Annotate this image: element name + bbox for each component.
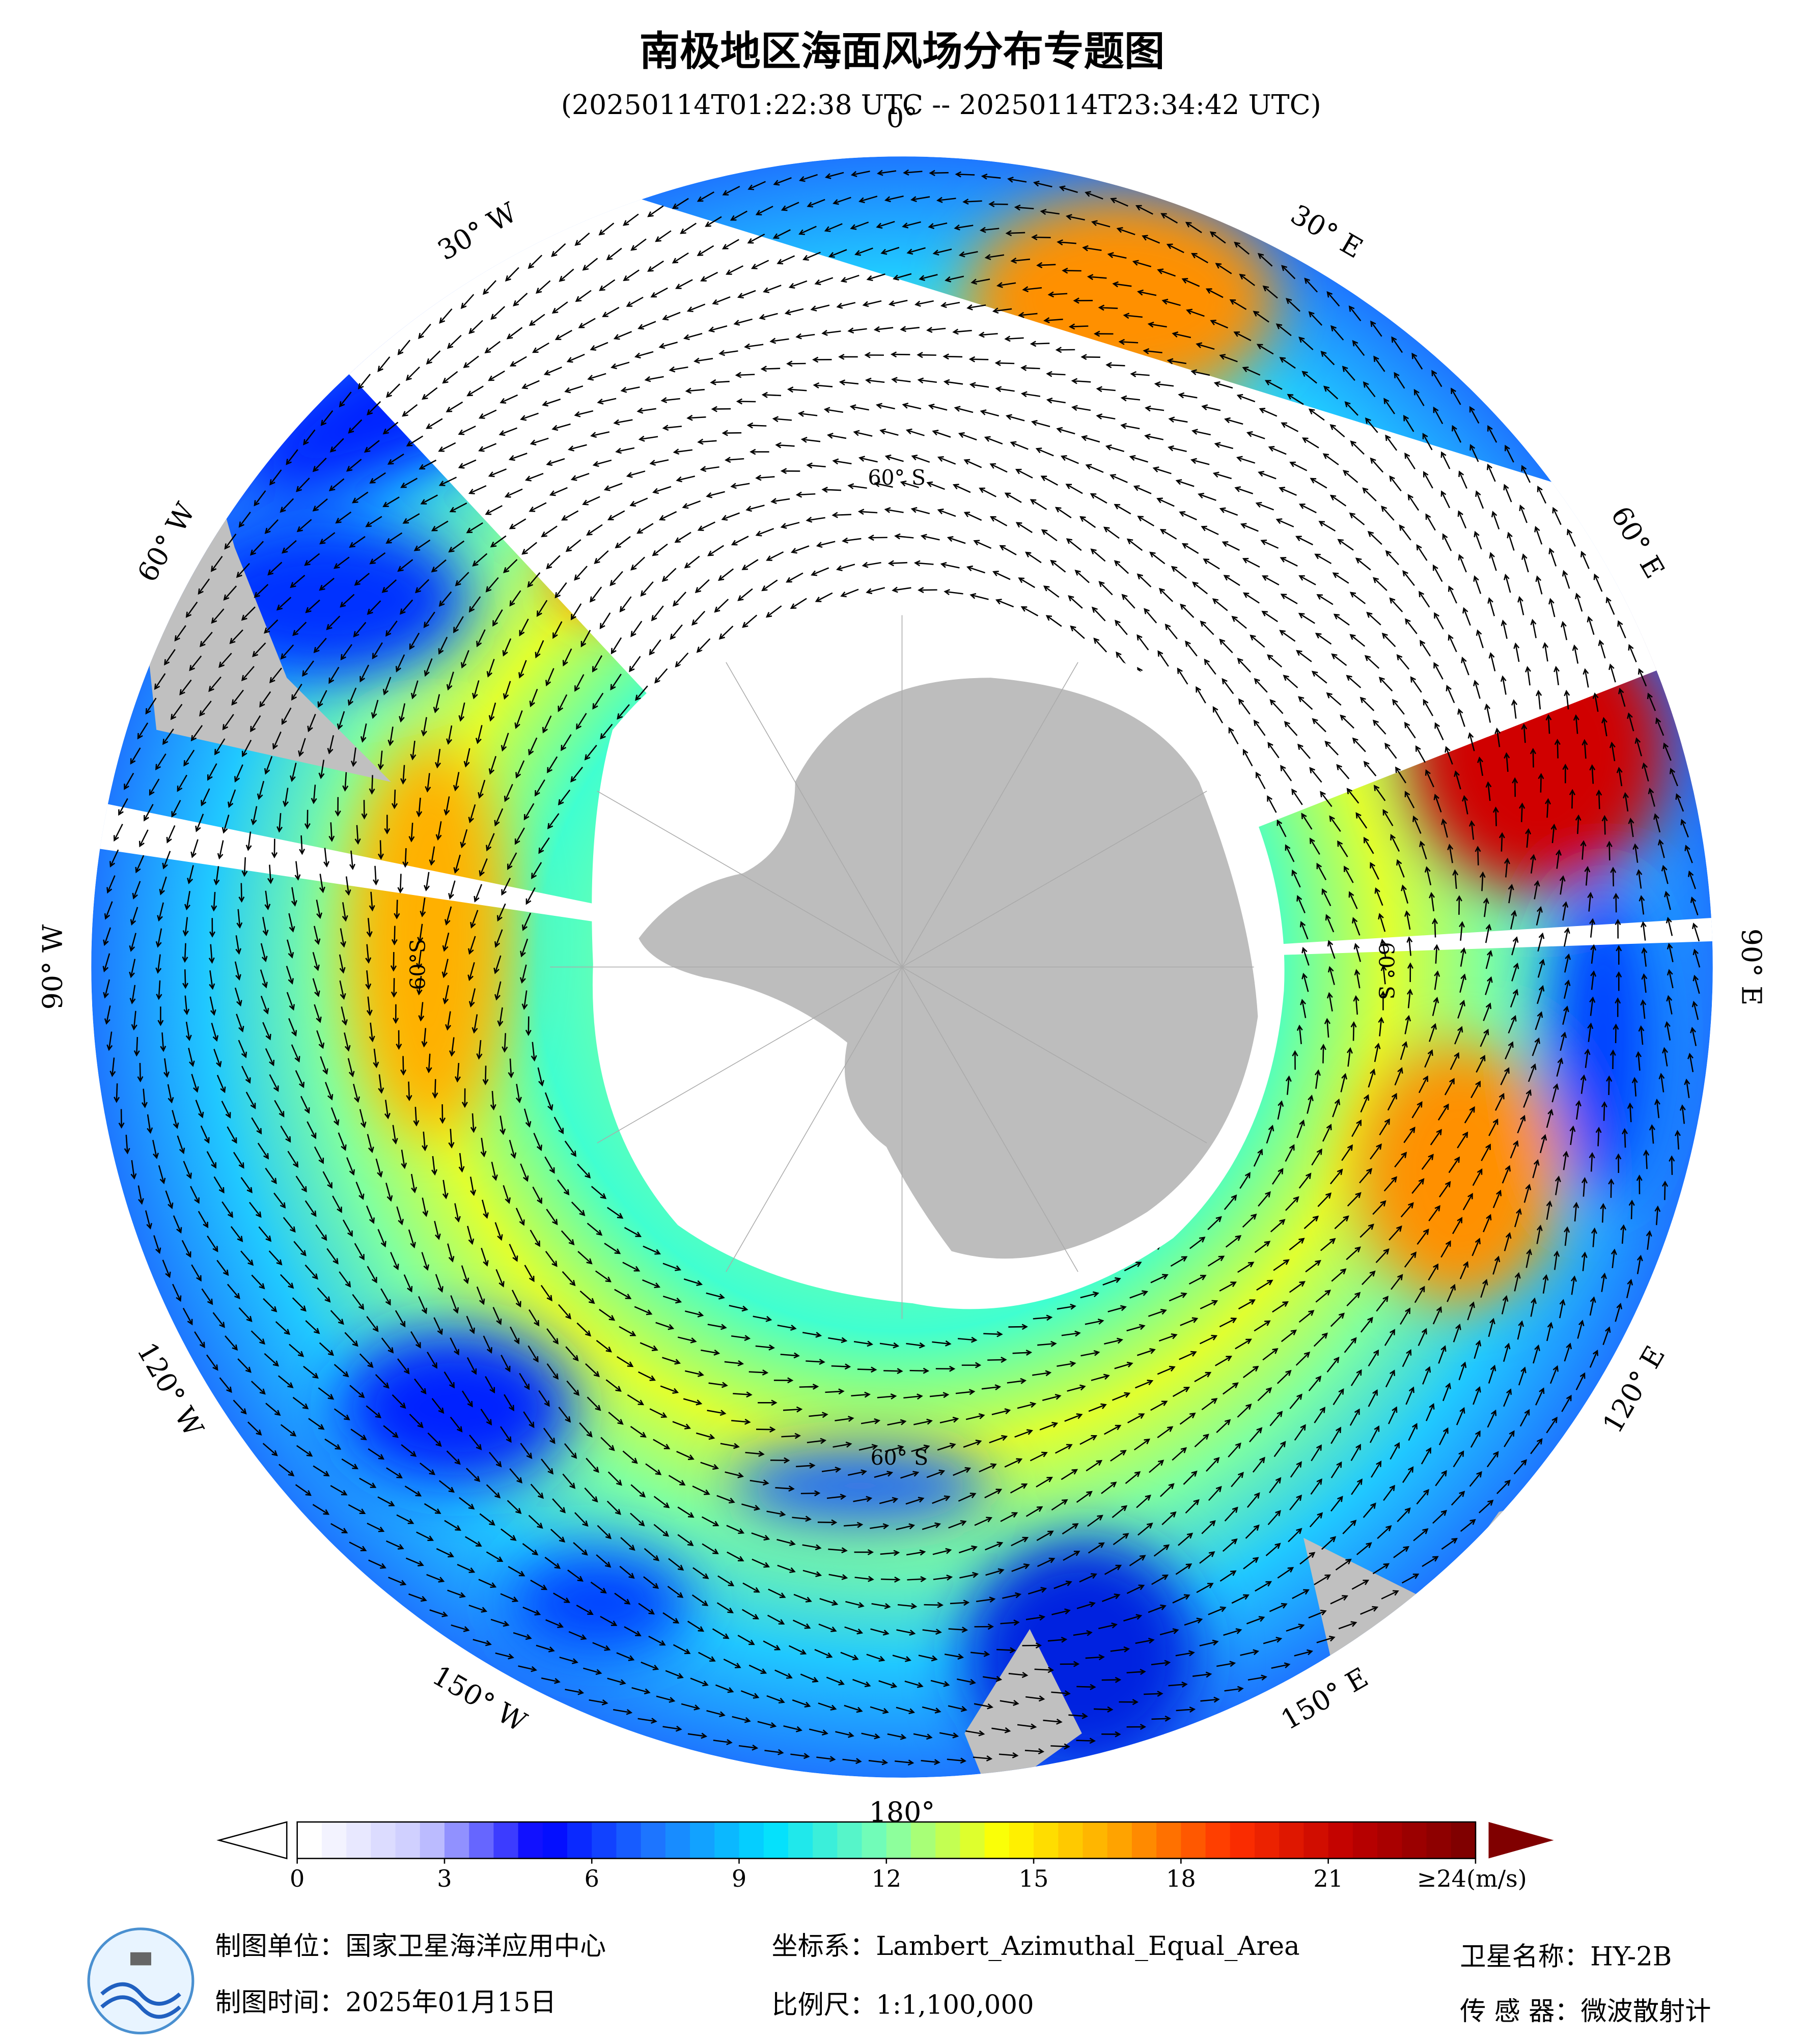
wind-arrows bbox=[102, 169, 1701, 1766]
meridian bbox=[902, 966, 1207, 1143]
colorbar-cell bbox=[1377, 1822, 1403, 1859]
colorbar-cell bbox=[1181, 1822, 1206, 1859]
colorbar-tick-label: 9 bbox=[732, 1865, 746, 1892]
footer-sensor: 传 感 器：微波散射计 bbox=[1460, 1996, 1711, 2027]
colorbar-cell bbox=[641, 1822, 667, 1859]
colorbar-cell bbox=[420, 1822, 446, 1859]
colorbar-cell bbox=[1230, 1822, 1256, 1859]
colorbar-cell bbox=[813, 1822, 838, 1859]
colorbar-cell bbox=[297, 1822, 323, 1859]
longitude-label: 60° W bbox=[131, 497, 202, 587]
colorbar-cell bbox=[1205, 1822, 1231, 1859]
meridian bbox=[597, 791, 902, 968]
colorbar-cell bbox=[518, 1822, 544, 1859]
colorbar-cell bbox=[371, 1822, 396, 1859]
colorbar-cell bbox=[346, 1822, 372, 1859]
colorbar-cell bbox=[469, 1822, 494, 1859]
meridian bbox=[901, 967, 1078, 1272]
colorbar-cell bbox=[788, 1822, 814, 1859]
colorbar-cell bbox=[395, 1822, 421, 1859]
meridian bbox=[726, 967, 903, 1272]
colorbar-cell bbox=[690, 1822, 715, 1859]
colorbar-cell bbox=[935, 1822, 961, 1859]
colorbar-cell bbox=[862, 1822, 887, 1859]
colorbar-cell bbox=[665, 1822, 691, 1859]
longitude-label: 0° bbox=[886, 102, 918, 134]
colorbar-cell bbox=[960, 1822, 985, 1859]
colorbar-tick-label: 18 bbox=[1166, 1865, 1196, 1892]
colorbar-cell bbox=[542, 1822, 568, 1859]
colorbar-tick-label: 12 bbox=[871, 1865, 901, 1892]
colorbar-cell bbox=[1402, 1822, 1427, 1859]
colorbar-tick-label: 0 bbox=[290, 1865, 304, 1892]
colorbar-cell bbox=[444, 1822, 470, 1859]
colorbar-cell bbox=[886, 1822, 912, 1859]
longitude-label: 90° W bbox=[37, 924, 69, 1010]
subtitle: (20250114T01:22:38 UTC -- 20250114T23:34… bbox=[561, 89, 1321, 121]
footer-unit: 制图单位：国家卫星海洋应用中心 bbox=[215, 1931, 606, 1962]
colorbar-tick-label: 3 bbox=[437, 1865, 452, 1892]
longitude-label: 90° E bbox=[1736, 929, 1768, 1006]
latitude-label: 60° S bbox=[871, 1446, 929, 1470]
colorbar-cell bbox=[837, 1822, 863, 1859]
colorbar-cell bbox=[1156, 1822, 1182, 1859]
meridian bbox=[726, 662, 903, 967]
colorbar-tick-label: 15 bbox=[1019, 1865, 1049, 1892]
colorbar-cell bbox=[1303, 1822, 1329, 1859]
antarctica bbox=[639, 678, 1258, 1259]
colorbar-cell bbox=[1131, 1822, 1157, 1859]
footer-scale: 比例尺：1:1,100,000 bbox=[772, 1990, 1034, 2020]
meridian bbox=[901, 662, 1078, 967]
colorbar-cell bbox=[1279, 1822, 1305, 1859]
longitude-label: 30° W bbox=[432, 196, 522, 267]
footer-satellite: 卫星名称：HY-2B bbox=[1460, 1942, 1672, 1972]
colorbar-cell bbox=[1034, 1822, 1059, 1859]
colorbar-cell bbox=[1328, 1822, 1354, 1859]
colorbar-tick-label: ≥24(m/s) bbox=[1417, 1865, 1527, 1892]
latitude-label: 60° S bbox=[1374, 942, 1398, 1000]
logo bbox=[87, 1927, 195, 2035]
colorbar-cell bbox=[911, 1822, 936, 1859]
colorbar-cell bbox=[1451, 1822, 1477, 1859]
latitude-label: 60° S bbox=[868, 466, 926, 490]
colorbar-cell bbox=[1009, 1822, 1035, 1859]
footer-date: 制图时间：2025年01月15日 bbox=[215, 1987, 556, 2018]
title: 南极地区海面风场分布专题图 bbox=[640, 27, 1165, 75]
colorbar-cell bbox=[1426, 1822, 1452, 1859]
colorbar-cell bbox=[714, 1822, 740, 1859]
wind-field bbox=[91, 156, 1713, 1778]
colorbar-tick-label: 6 bbox=[585, 1865, 599, 1892]
colorbar-cell bbox=[567, 1822, 593, 1859]
colorbar-cell bbox=[592, 1822, 617, 1859]
longitude-label: 60° E bbox=[1604, 501, 1671, 584]
colorbar-cell bbox=[1352, 1822, 1378, 1859]
colorbar-cell bbox=[984, 1822, 1010, 1859]
colorbar-tick-label: 21 bbox=[1313, 1865, 1343, 1892]
meridian bbox=[597, 966, 902, 1143]
colorbar: 0 3 6 9 12 15 18 21 ≥24(m/s) bbox=[216, 1821, 1554, 1892]
colorbar-cell bbox=[739, 1822, 765, 1859]
colorbar-cell bbox=[321, 1822, 347, 1859]
colorbar-cell bbox=[616, 1822, 642, 1859]
latitude-label: 60°S bbox=[406, 939, 430, 990]
colorbar-cell bbox=[763, 1822, 789, 1859]
longitude-label: 30° E bbox=[1285, 198, 1368, 264]
colorbar-cell bbox=[1255, 1822, 1280, 1859]
colorbar-cell bbox=[1058, 1822, 1084, 1859]
colorbar-cell bbox=[493, 1822, 519, 1859]
footer-crs: 坐标系：Lambert_Azimuthal_Equal_Area bbox=[772, 1931, 1300, 1962]
meridian bbox=[902, 791, 1207, 968]
colorbar-cell bbox=[1083, 1822, 1108, 1859]
colorbar-cell bbox=[1107, 1822, 1133, 1859]
